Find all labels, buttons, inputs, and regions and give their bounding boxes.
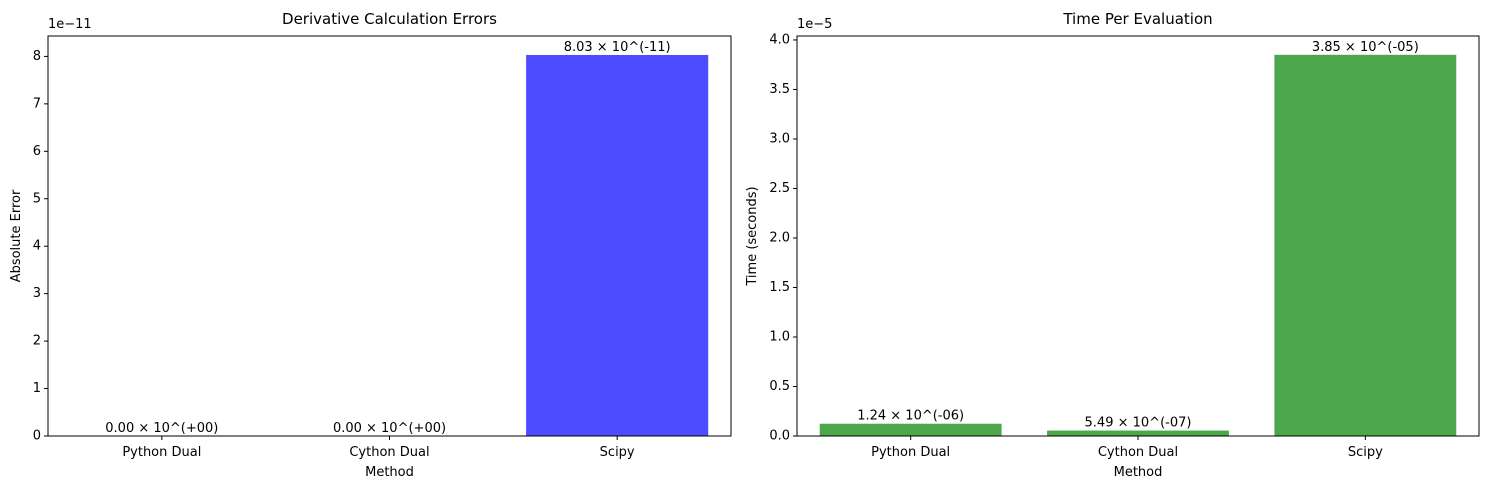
x-tick-label: Scipy (600, 445, 635, 460)
y-tick-label: 5 (33, 191, 41, 206)
chart-title: Derivative Calculation Errors (282, 10, 497, 28)
y-tick-label: 3 (33, 286, 41, 301)
x-tick-label: Python Dual (122, 445, 201, 460)
y-tick-label: 7 (33, 96, 41, 111)
y-axis-label: Absolute Error (9, 189, 24, 282)
x-tick-label: Python Dual (871, 445, 950, 460)
y-axis-label: Time (seconds) (745, 186, 760, 286)
bar-scipy (526, 54, 709, 437)
y-tick-label: 4.0 (769, 32, 790, 47)
y-tick-label: 0 (33, 429, 41, 444)
y-offset-label: 1e−5 (797, 17, 832, 32)
x-axis-label: Method (365, 465, 414, 480)
y-tick-label: 4 (33, 239, 41, 254)
y-tick-label: 2 (33, 334, 41, 349)
y-tick-label: 2.0 (769, 230, 790, 245)
bar-value-label: 0.00 × 10^(+00) (105, 421, 218, 436)
x-tick-label: Cython Dual (1098, 445, 1178, 460)
bar-scipy (1274, 54, 1457, 436)
y-tick-label: 6 (33, 144, 41, 159)
bar-value-label: 8.03 × 10^(-11) (564, 40, 671, 55)
bar-cython-dual (1047, 430, 1229, 436)
y-tick-label: 3.5 (769, 82, 790, 97)
y-offset-label: 1e−11 (48, 17, 92, 32)
bar-python-dual (819, 423, 1002, 436)
x-tick-label: Scipy (1348, 445, 1383, 460)
subplot-1: 0.00 × 10^(+00) 0.00 × 10^(+00) 8.03 × 10^… (9, 10, 732, 480)
y-tick-label: 3.0 (769, 131, 790, 146)
bar-value-label: 0.00 × 10^(+00) (333, 421, 446, 436)
subplot-2: 1.24 × 10^(-06) 5.49 × 10^(-07) 3.85 × 10^… (745, 10, 1480, 480)
x-axis-label: Method (1114, 465, 1163, 480)
bar-value-label: 1.24 × 10^(-06) (857, 409, 964, 424)
y-tick-label: 2.5 (769, 181, 790, 196)
y-tick-label: 8 (33, 49, 41, 64)
y-tick-label: 0.0 (769, 429, 790, 444)
y-tick-label: 1.5 (769, 280, 790, 295)
y-tick-label: 1 (33, 381, 41, 396)
x-tick-label: Cython Dual (349, 445, 429, 460)
y-tick-label: 1.0 (769, 329, 790, 344)
bar-value-label: 5.49 × 10^(-07) (1085, 416, 1192, 431)
y-tick-label: 0.5 (769, 379, 790, 394)
bar-value-label: 3.85 × 10^(-05) (1312, 40, 1419, 55)
chart-title: Time Per Evaluation (1062, 10, 1212, 28)
